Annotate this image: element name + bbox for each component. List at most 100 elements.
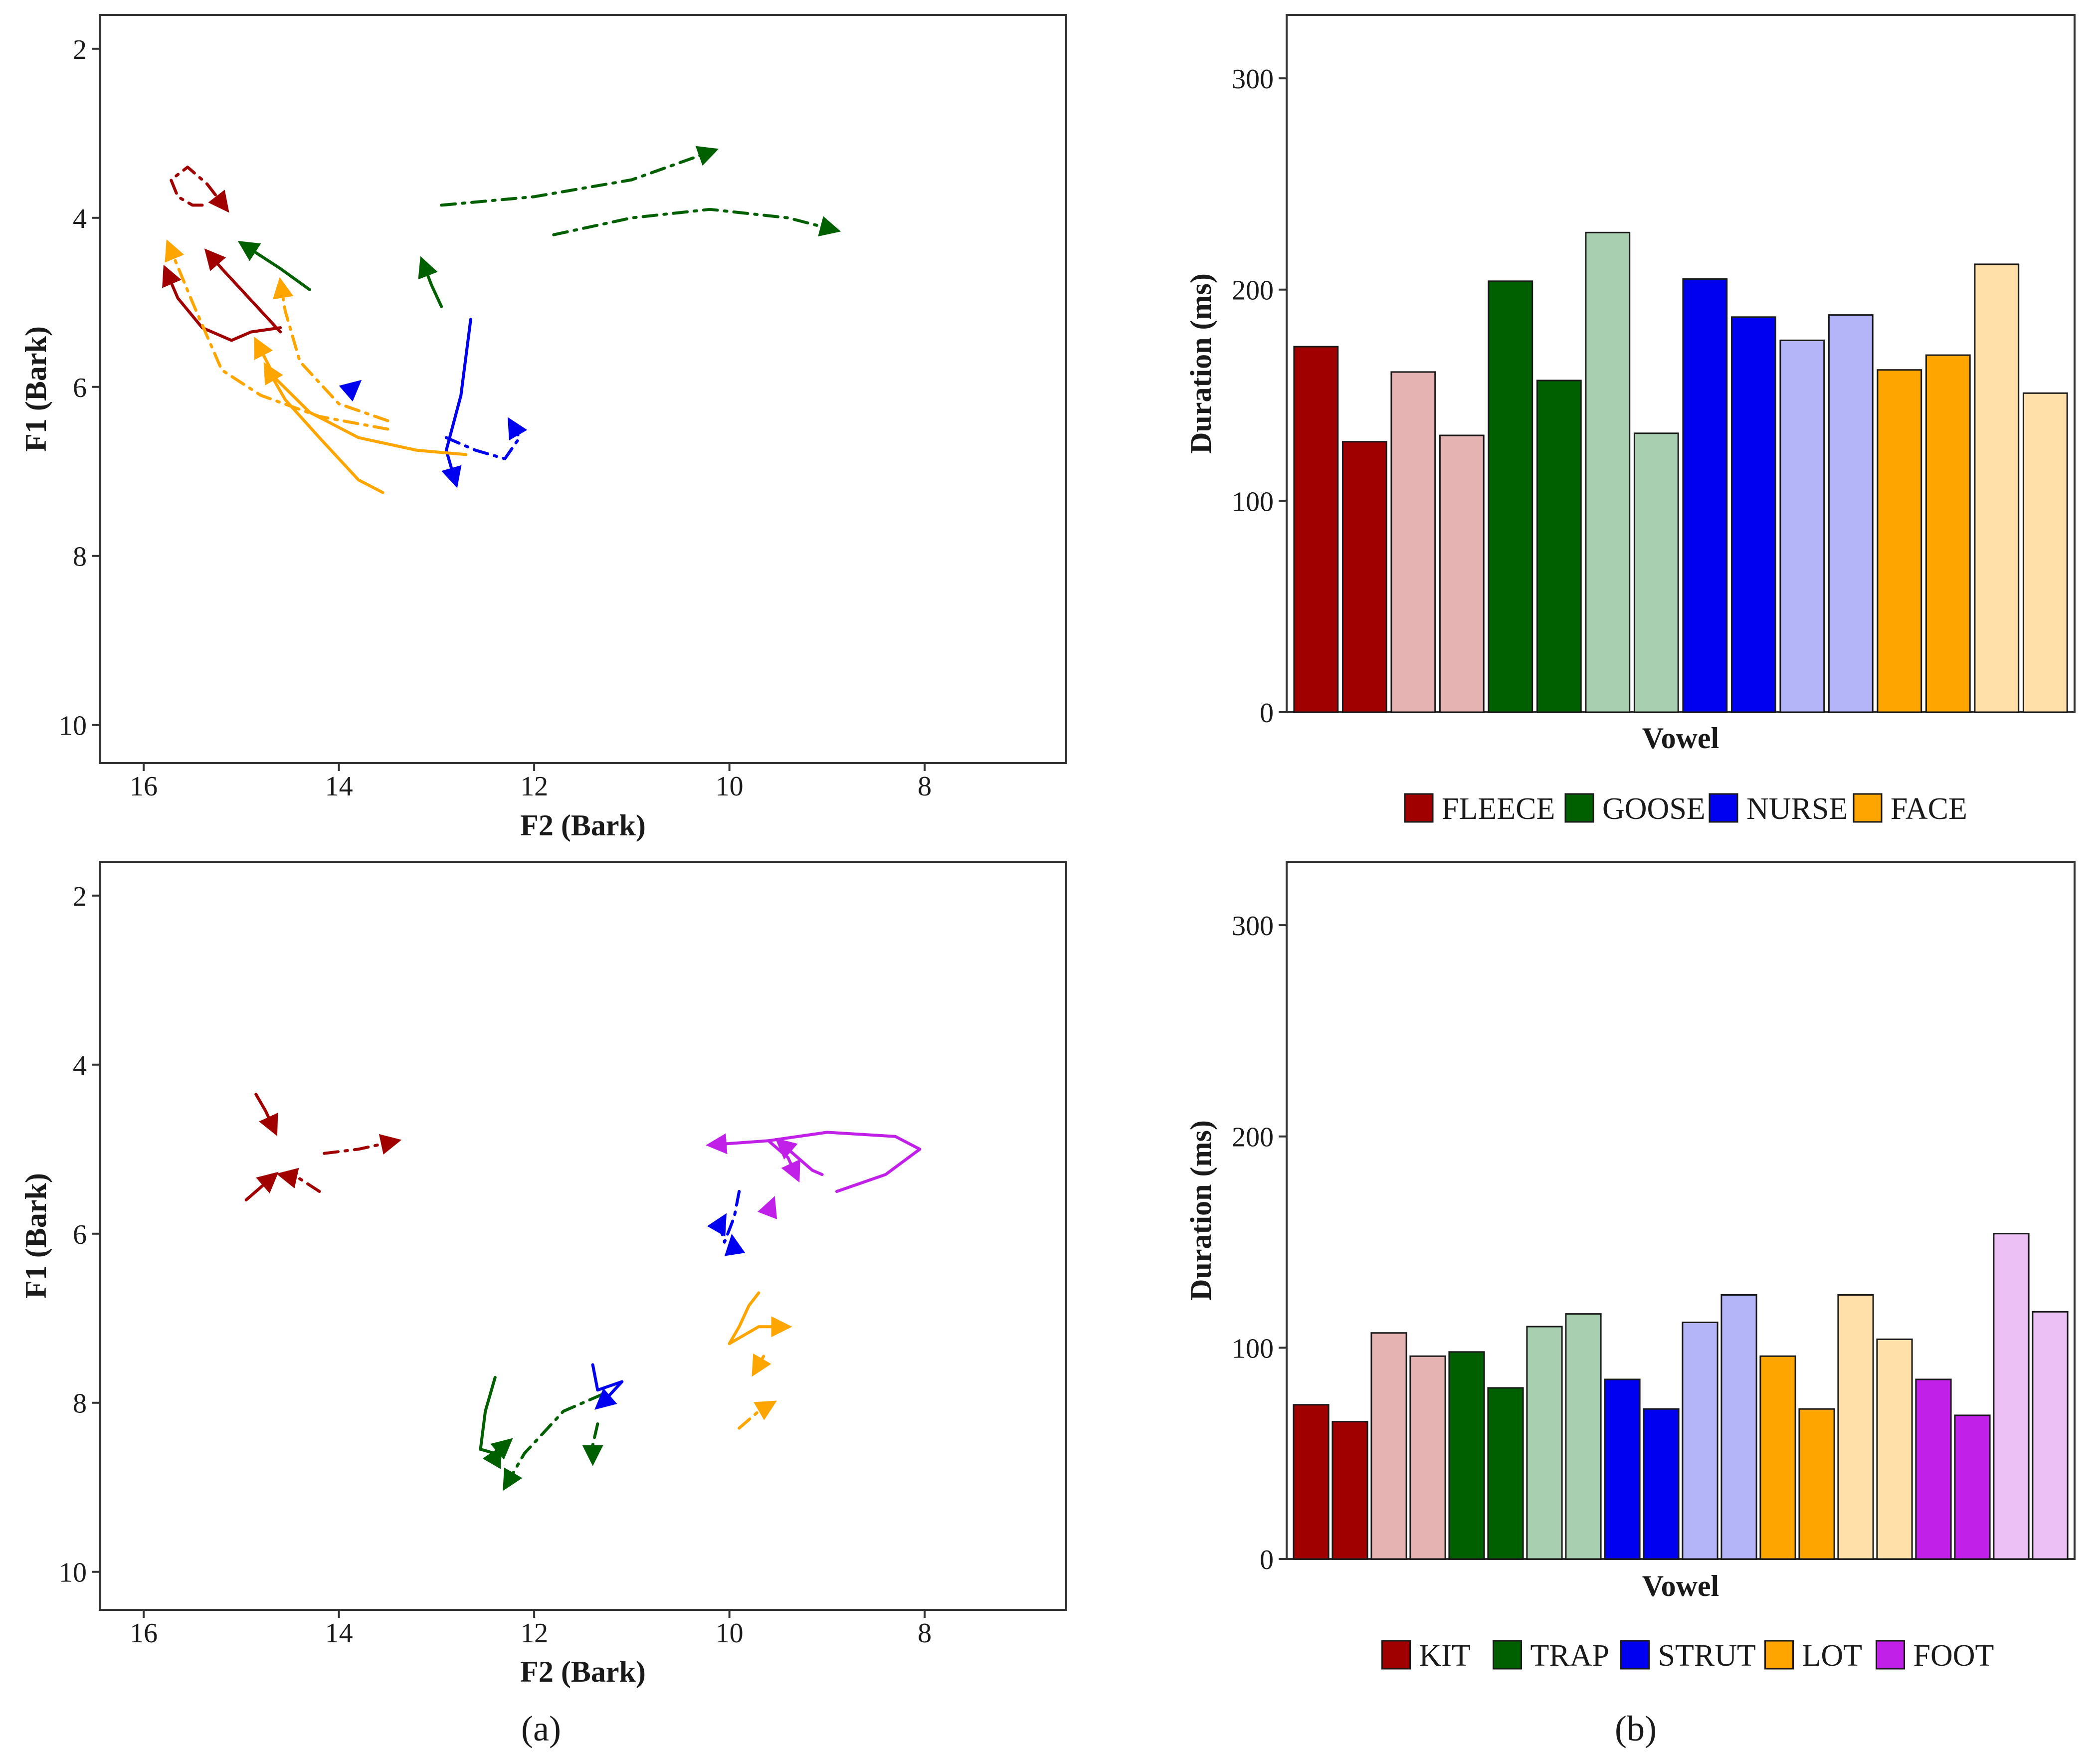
bar-layer: 0 100 200 300 — [1232, 911, 2069, 1575]
legend-swatch — [1853, 793, 1883, 823]
x-tick-label: 12 — [520, 771, 548, 802]
trajectory-line — [752, 1353, 771, 1377]
series-layer — [162, 146, 841, 494]
bar — [1390, 371, 1436, 713]
trajectory-line — [254, 1093, 278, 1137]
trajectory-line — [444, 417, 528, 460]
bar — [1915, 1378, 1952, 1560]
bar — [1682, 1322, 1718, 1560]
bar — [1837, 1294, 1874, 1560]
bar — [1448, 1351, 1485, 1560]
x-tick-label: 8 — [918, 771, 932, 802]
x-tick-label: 14 — [325, 1618, 353, 1649]
x-axis-title: F2 (Bark) — [520, 1655, 646, 1688]
trajectory-line — [724, 1233, 746, 1256]
trajectory-line — [162, 264, 282, 342]
y-tick-label: 0 — [1260, 1545, 1274, 1575]
bar — [1643, 1408, 1680, 1560]
legend-label: GOOSE — [1602, 792, 1706, 826]
bar — [1759, 1355, 1796, 1560]
x-axis-title: Vowel — [1642, 1569, 1719, 1602]
x-tick-label: 10 — [716, 1618, 744, 1649]
trajectory-line — [728, 1291, 792, 1346]
legend-label: TRAP — [1530, 1639, 1609, 1673]
y-tick-label: 8 — [73, 1388, 87, 1419]
x-tick-label: 16 — [130, 1618, 158, 1649]
x-tick-label: 14 — [325, 771, 353, 802]
trajectory-line — [479, 1375, 513, 1460]
bar — [1332, 1421, 1368, 1560]
legend-item: LOT — [1764, 1639, 1863, 1673]
bar — [1526, 1326, 1563, 1560]
bar — [1488, 280, 1533, 713]
trajectory-line — [738, 1400, 777, 1430]
legend-item: STRUT — [1620, 1639, 1756, 1673]
legend-item: FACE — [1853, 792, 1967, 826]
y-axis-title: Duration (ms) — [1184, 273, 1217, 454]
y-tick-label: 4 — [73, 1050, 87, 1081]
trajectory-panel-top: 16 14 12 10 8 2 4 6 8 10 F2 (Bark) F1 (Bark) — [19, 14, 1067, 842]
bar — [1439, 434, 1485, 713]
legend-swatch — [1620, 1640, 1650, 1670]
trajectory-line — [591, 1363, 624, 1410]
y-tick-label: 6 — [73, 1219, 87, 1250]
legend-item: FOOT — [1876, 1639, 1994, 1673]
bar-layer: 0 100 200 300 — [1232, 64, 2068, 729]
y-tick-label: 10 — [59, 1558, 87, 1588]
legend-swatch — [1404, 793, 1434, 823]
trajectory-line — [263, 362, 384, 494]
legend-swatch — [1709, 793, 1738, 823]
y-axis-title: Duration (ms) — [1184, 1120, 1217, 1301]
bar — [1682, 278, 1728, 713]
panel-label-a: (a) — [521, 1709, 561, 1749]
duration-panel-bottom: 0 100 200 300 Vowel Duration (ms) KIT TRAP ST… — [1184, 861, 2076, 1673]
y-tick-label: 6 — [73, 373, 87, 403]
bar — [1798, 1408, 1835, 1560]
trajectory-line — [165, 239, 389, 431]
bar — [1487, 1387, 1524, 1560]
series-layer — [244, 1093, 922, 1491]
bar — [1779, 339, 1825, 713]
trajectory-line — [706, 1131, 922, 1193]
x-axis-title: F2 (Bark) — [520, 809, 646, 842]
legend: KIT TRAP STRUT LOT FOOT — [1381, 1639, 1994, 1673]
bar — [1720, 1294, 1757, 1560]
bar — [1370, 1332, 1407, 1560]
x-tick-label: 8 — [918, 1618, 932, 1649]
trajectory-line — [582, 1422, 603, 1466]
bar — [1536, 380, 1582, 713]
y-tick-label: 200 — [1232, 1122, 1274, 1153]
trajectory-line — [503, 1392, 604, 1491]
y-tick-label: 2 — [73, 881, 87, 912]
y-tick-label: 10 — [59, 711, 87, 742]
bar — [1877, 369, 1922, 713]
trajectory-line — [339, 380, 362, 402]
legend-label: LOT — [1802, 1639, 1863, 1673]
trajectory-line — [440, 146, 719, 207]
x-tick-label: 12 — [520, 1618, 548, 1649]
legend-item: GOOSE — [1564, 792, 1706, 826]
y-axis-title: F1 (Bark) — [19, 1173, 52, 1299]
legend-item: KIT — [1381, 1639, 1471, 1673]
plot-frame — [1286, 861, 2076, 1560]
bar — [1828, 314, 1874, 713]
trajectory-line — [766, 1139, 800, 1183]
trajectory-line — [272, 277, 389, 422]
trajectory-line — [169, 166, 229, 213]
y-tick-label: 8 — [73, 542, 87, 573]
tick-marks: 16 14 12 10 8 2 4 6 8 10 — [59, 881, 932, 1649]
trajectory-line — [237, 241, 311, 291]
legend: FLEECE GOOSE NURSE FACE — [1404, 792, 1967, 826]
legend-label: FOOT — [1913, 1639, 1994, 1673]
legend-item: NURSE — [1709, 792, 1848, 826]
legend-label: NURSE — [1746, 792, 1848, 826]
legend-label: FACE — [1891, 792, 1967, 826]
y-axis-title: F1 (Bark) — [19, 326, 52, 452]
trajectory-line — [482, 1445, 502, 1469]
y-tick-label: 4 — [73, 203, 87, 234]
trajectory-line — [204, 248, 282, 334]
x-tick-label: 10 — [716, 771, 744, 802]
trajectory-panel-bottom: 16 14 12 10 8 2 4 6 8 10 F2 (Bark) F1 (Bark) — [19, 861, 1067, 1688]
legend-item: FLEECE — [1404, 792, 1555, 826]
